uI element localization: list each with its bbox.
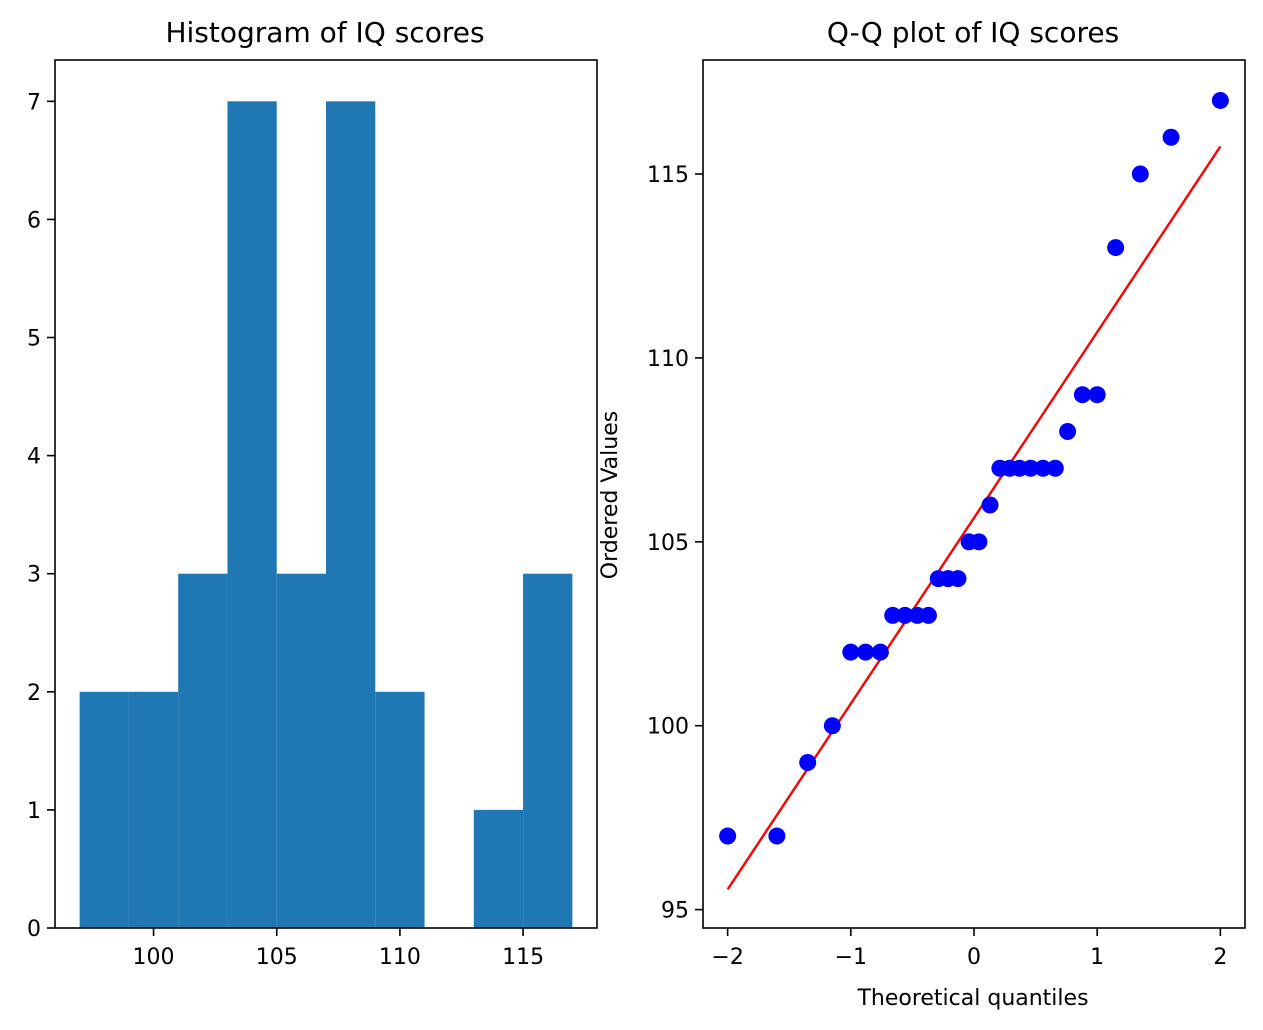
qq-point (1211, 91, 1229, 109)
y-tick-label: 105 (647, 531, 689, 556)
qq-point (896, 606, 914, 624)
qq-point (1131, 165, 1149, 183)
qq-point (949, 570, 967, 588)
qq-plot-y-axis-label: Ordered Values (598, 411, 623, 579)
x-tick-label: 115 (502, 945, 544, 970)
histogram-bar (227, 101, 277, 929)
qq-point (1107, 239, 1125, 257)
qq-point (1046, 459, 1064, 477)
histogram-bar (79, 691, 129, 928)
histogram-y-axis-ticks: 0 1 2 3 4 5 6 7 (27, 90, 55, 942)
histogram-panel: Histogram of IQ scores 100 105 110 115 0 1 2 3… (27, 16, 598, 970)
y-tick-label: 100 (647, 715, 689, 740)
qq-plot-panel: Q-Q plot of IQ scores −2 −1 0 1 2 95 100 105 11… (598, 16, 1246, 1011)
qq-point (842, 643, 860, 661)
y-tick-label: 95 (661, 899, 689, 924)
y-tick-label: 4 (27, 445, 41, 470)
x-tick-label: −2 (711, 945, 743, 970)
histogram-bar (523, 573, 573, 928)
histogram-bar (276, 573, 326, 928)
y-tick-label: 6 (27, 208, 41, 233)
histogram-bar (326, 101, 376, 929)
qq-point (871, 643, 889, 661)
qq-point (1059, 422, 1077, 440)
qq-plot-axes-frame (702, 59, 1246, 929)
qq-point (919, 606, 937, 624)
qq-point (1088, 386, 1106, 404)
histogram-bar (473, 809, 524, 928)
qq-plot-title: Q-Q plot of IQ scores (827, 16, 1119, 49)
x-tick-label: 110 (379, 945, 421, 970)
qq-point (799, 753, 817, 771)
y-tick-label: 7 (27, 90, 41, 115)
histogram-axes-frame (54, 59, 598, 929)
x-tick-label: 1 (1090, 945, 1104, 970)
qq-point (719, 827, 737, 845)
qq-plot-points (719, 91, 1229, 891)
y-tick-label: 0 (27, 917, 41, 942)
qq-plot-x-axis-ticks: −2 −1 0 1 2 (711, 928, 1227, 970)
qq-point (884, 606, 902, 624)
x-tick-label: 100 (133, 945, 175, 970)
x-tick-label: 0 (967, 945, 981, 970)
histogram-bar (178, 573, 228, 928)
histogram-bar (128, 691, 179, 928)
y-tick-label: 3 (27, 563, 41, 588)
qq-point (1073, 386, 1091, 404)
y-tick-label: 115 (647, 163, 689, 188)
y-tick-label: 2 (27, 681, 41, 706)
x-tick-label: −1 (835, 945, 867, 970)
histogram-bars (79, 101, 573, 929)
qq-point (1022, 459, 1040, 477)
qq-point (1162, 128, 1180, 146)
histogram-bar (375, 691, 425, 928)
qq-point (1034, 459, 1052, 477)
qq-plot-y-axis-ticks: 95 100 105 110 115 (647, 163, 703, 924)
histogram-x-axis-ticks: 100 105 110 115 (133, 928, 544, 970)
qq-point (857, 643, 875, 661)
qq-plot-x-axis-label: Theoretical quantiles (856, 986, 1088, 1011)
qq-point (768, 827, 786, 845)
x-tick-label: 2 (1213, 945, 1227, 970)
x-tick-label: 105 (256, 945, 298, 970)
y-tick-label: 110 (647, 347, 689, 372)
qq-point (970, 533, 988, 551)
y-tick-label: 1 (27, 799, 41, 824)
histogram-title: Histogram of IQ scores (165, 16, 484, 49)
qq-point (981, 496, 999, 514)
y-tick-label: 5 (27, 327, 41, 352)
qq-point (823, 717, 841, 735)
